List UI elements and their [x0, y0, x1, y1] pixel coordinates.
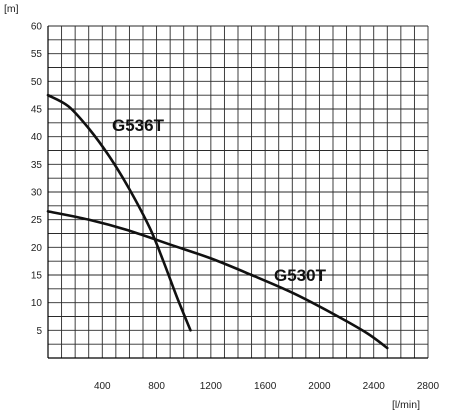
curves: G536T G530T: [46, 93, 389, 350]
y-axis-unit: [m]: [4, 3, 19, 15]
y-tick-label: 60: [31, 22, 43, 33]
y-tick-label: 30: [31, 188, 43, 199]
x-tick-label: 2400: [363, 381, 386, 392]
series-label-g530t: G530T: [274, 266, 327, 285]
series-label-g536t: G536T: [112, 116, 165, 135]
y-tick-label: 10: [31, 298, 43, 309]
x-tick-label: 1600: [254, 381, 277, 392]
y-tick-label: 15: [31, 271, 43, 282]
series-line-g536t: [46, 93, 192, 332]
y-tick-label: 5: [36, 326, 42, 337]
series-line-g530t: [46, 210, 389, 350]
x-tick-label: 1200: [200, 381, 223, 392]
y-tick-label: 35: [31, 160, 43, 171]
grid: [47, 25, 429, 359]
x-tick-label: 2800: [417, 381, 440, 392]
y-tick-label: 20: [31, 243, 43, 254]
y-tick-label: 40: [31, 132, 43, 143]
x-tick-label: 400: [94, 381, 111, 392]
x-axis-unit: [l/min]: [392, 399, 420, 411]
x-tick-label: 800: [148, 381, 165, 392]
y-tick-label: 55: [31, 49, 43, 60]
y-tick-label: 25: [31, 215, 43, 226]
y-tick-label: 50: [31, 77, 43, 88]
x-tick-label: 2000: [308, 381, 331, 392]
y-tick-label: 45: [31, 105, 43, 116]
labels: [m] [l/min] 5 10 15 20 25 30 35 40 45 50 55 60 400 80…: [4, 3, 440, 411]
